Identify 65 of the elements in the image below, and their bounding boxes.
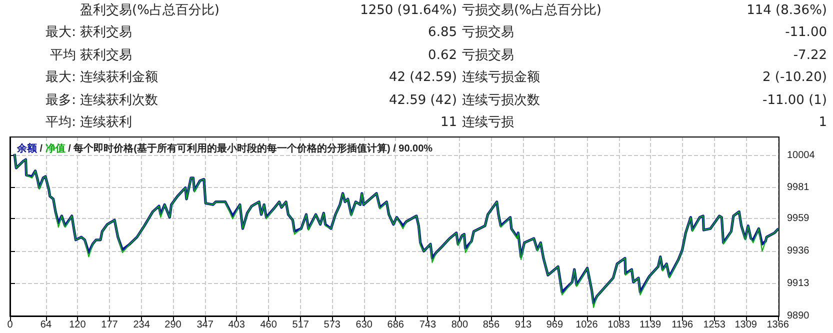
text: 获利交易: [80, 48, 132, 64]
x-tick-label: 290: [164, 320, 182, 330]
text: 1: [818, 115, 827, 131]
x-tick-label: 64: [40, 320, 52, 330]
x-tick-label: 913: [514, 320, 532, 330]
x-tick-label: 1366: [766, 320, 790, 330]
text: 亏损交易: [462, 25, 514, 42]
text: 亏损交易: [462, 48, 514, 64]
y-tick-label: 9959: [787, 213, 810, 224]
text: 42 (42.59): [388, 70, 457, 86]
x-tick-label: 1253: [703, 320, 726, 330]
y-tick-label: 9913: [787, 278, 810, 290]
text: /: [68, 144, 71, 154]
text: 114 (8.36%): [746, 3, 827, 19]
text: 连续亏损: [462, 115, 514, 131]
text: 0.62: [428, 48, 457, 64]
x-tick-label: 686: [387, 320, 404, 330]
text: 连续亏损次数: [462, 92, 540, 109]
x-tick-label: 0: [7, 320, 14, 330]
text: 2 (-10.20): [762, 70, 827, 86]
text: 6.85: [428, 25, 457, 42]
x-tick-label: 969: [546, 320, 564, 330]
text: 连续获利: [80, 115, 132, 131]
x-tick-label: 1026: [576, 320, 598, 330]
x-tick-label: 1139: [640, 320, 662, 330]
text: 最大:: [46, 70, 76, 86]
legend-title: /: [37, 144, 46, 154]
text: 最多:: [46, 92, 76, 109]
text: 平均: [50, 48, 76, 64]
x-tick-label: 234: [133, 320, 150, 330]
y-tick-label: 10004: [787, 150, 816, 161]
x-tick-label: 347: [196, 320, 214, 330]
x-tick-label: 517: [292, 320, 310, 330]
text: 连续获利次数: [80, 92, 158, 109]
x-tick-label: 1196: [672, 320, 694, 330]
series-label: 余额: [16, 142, 38, 154]
x-tick-label: 177: [101, 320, 118, 330]
text: 11: [440, 115, 457, 131]
text: 平均:: [46, 115, 76, 131]
y-tick-label: 9936: [787, 246, 810, 257]
text: -11.00: [785, 25, 827, 42]
x-tick-label: 630: [356, 320, 373, 330]
x-tick-label: 856: [482, 320, 500, 330]
text: 获利交易: [80, 25, 132, 42]
x-tick-label: 403: [228, 320, 246, 330]
text: 连续获利金额: [80, 70, 158, 86]
text: 最大:: [46, 25, 76, 42]
text: 盈利交易(%占总百分比): [80, 3, 220, 19]
x-tick-label: 800: [451, 320, 468, 330]
x-tick-label: 1083: [608, 320, 630, 330]
x-tick-label: 573: [324, 320, 341, 330]
text: 亏损交易(%占总百分比): [462, 3, 602, 19]
text: -11.00 (1): [762, 92, 827, 109]
y-tick-label: 9981: [787, 182, 810, 194]
series-label: 净值: [45, 142, 66, 154]
text: 1250 (91.64%): [360, 3, 457, 19]
text: -7.22: [793, 48, 827, 64]
text: 连续亏损金额: [462, 70, 540, 86]
text: 42.59 (42): [388, 92, 457, 109]
x-tick-label: 1309: [734, 320, 758, 330]
x-tick-label: 743: [419, 320, 436, 330]
text: 每个即时价格(基于所有可利用的最小时段的每一个价格的分形插值计算) / 90.00%: [72, 142, 433, 154]
y-tick-label: 9890: [787, 310, 810, 322]
x-tick-label: 120: [69, 320, 86, 330]
x-tick-label: 460: [260, 320, 278, 330]
